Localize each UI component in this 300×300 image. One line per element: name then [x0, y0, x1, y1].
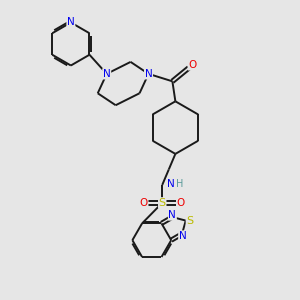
Text: N: N — [103, 69, 111, 79]
Text: N: N — [167, 179, 175, 189]
Text: O: O — [140, 198, 148, 208]
Text: O: O — [188, 60, 196, 70]
Text: O: O — [177, 198, 185, 208]
Text: N: N — [145, 69, 152, 79]
Text: S: S — [159, 198, 166, 208]
Text: N: N — [179, 231, 187, 241]
Text: H: H — [176, 179, 184, 189]
Text: N: N — [169, 210, 176, 220]
Text: S: S — [186, 216, 194, 226]
Text: N: N — [67, 17, 75, 27]
